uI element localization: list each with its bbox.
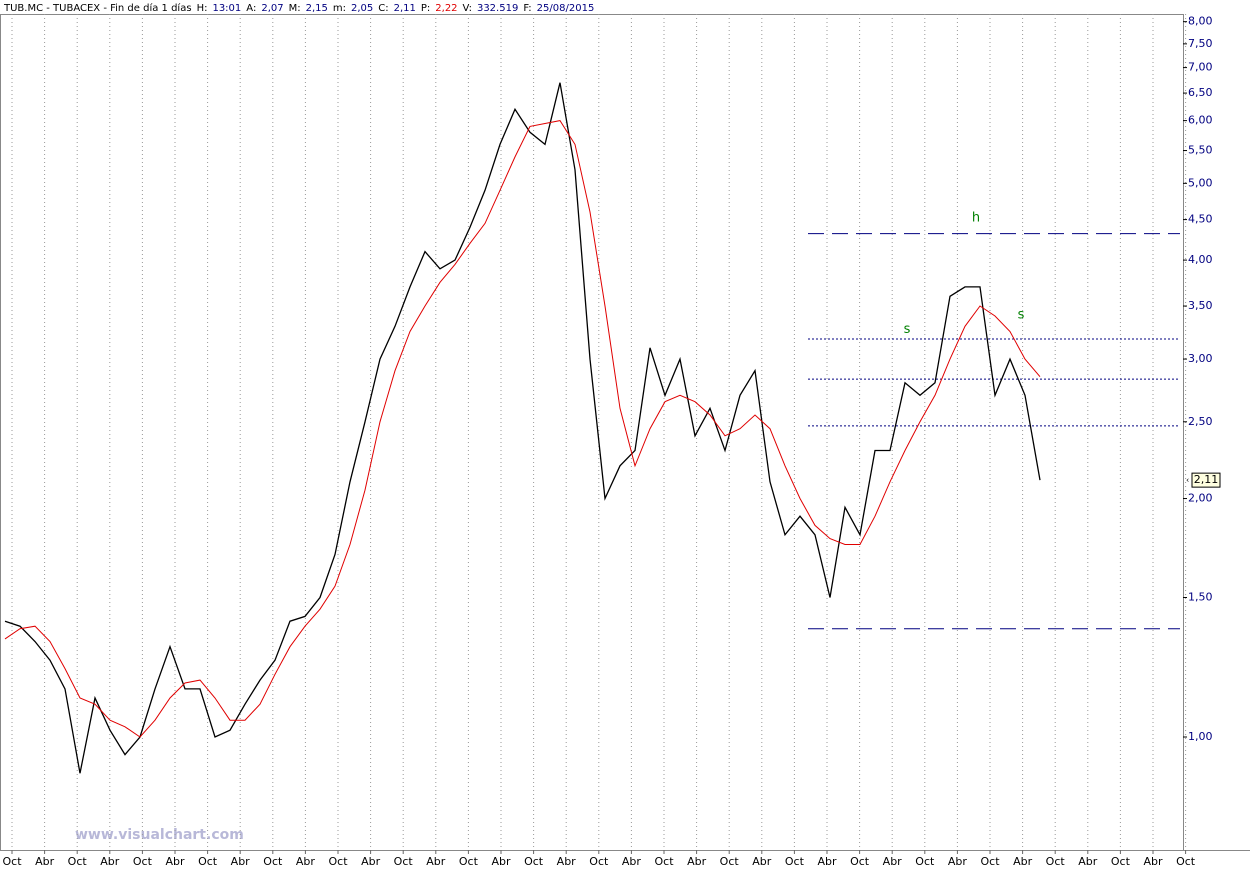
x-tick-label: Abr <box>557 855 577 868</box>
x-tick-label: Abr <box>35 855 55 868</box>
header-text: m: <box>333 3 346 14</box>
x-tick-label: Abr <box>296 855 316 868</box>
header-text: 13:01 <box>212 3 241 14</box>
x-tick-label: Oct <box>133 855 153 868</box>
price-arrow: ‹ <box>1186 476 1189 485</box>
x-tick-label: Abr <box>687 855 707 868</box>
x-tick-label: Abr <box>817 855 837 868</box>
x-tick-label: Oct <box>263 855 283 868</box>
header-text: 2,11 <box>394 3 416 14</box>
y-tick-label: 3,50 <box>1188 299 1213 312</box>
header-text: 2,07 <box>261 3 283 14</box>
header-text: 2,15 <box>306 3 328 14</box>
x-tick-label: Oct <box>589 855 609 868</box>
annotation: h <box>972 211 980 226</box>
header-text: C: <box>378 3 388 14</box>
header-text: M: <box>289 3 301 14</box>
header-text: TUB.MC - TUBACEX - Fin de día 1 días <box>3 2 192 14</box>
x-tick-label: Oct <box>328 855 348 868</box>
y-tick-label: 1,50 <box>1188 591 1213 604</box>
x-tick-label: Oct <box>68 855 88 868</box>
y-tick-label: 4,50 <box>1188 213 1213 226</box>
x-tick-label: Oct <box>915 855 935 868</box>
y-tick-label: 7,50 <box>1188 37 1213 50</box>
x-tick-label: Abr <box>948 855 968 868</box>
x-tick-label: Abr <box>231 855 251 868</box>
x-tick-label: Oct <box>524 855 544 868</box>
x-tick-label: Abr <box>491 855 511 868</box>
header-text: 25/08/2015 <box>537 3 595 14</box>
x-tick-label: Oct <box>785 855 805 868</box>
x-tick-label: Oct <box>980 855 1000 868</box>
header-text: 332.519 <box>477 3 518 14</box>
y-tick-label: 8,00 <box>1188 15 1213 28</box>
y-tick-label: 2,00 <box>1188 492 1213 505</box>
y-tick-label: 7,00 <box>1188 61 1213 74</box>
price-line <box>4 82 1041 774</box>
header-text: H: <box>197 3 208 14</box>
y-tick-label: 2,50 <box>1188 415 1213 428</box>
y-tick-label: 6,00 <box>1188 114 1213 127</box>
price-label-box <box>1191 472 1221 488</box>
x-tick-label: Oct <box>654 855 674 868</box>
watermark: www.visualchart.com <box>75 827 244 843</box>
annotation: s <box>1018 307 1025 322</box>
x-tick-label: Abr <box>165 855 185 868</box>
x-tick-label: Abr <box>426 855 446 868</box>
header-text: 2,22 <box>435 3 457 14</box>
header-text: A: <box>246 3 256 14</box>
y-tick-label: 6,50 <box>1188 86 1213 99</box>
x-tick-label: Abr <box>1143 855 1163 868</box>
header-text: 2,05 <box>351 3 373 14</box>
x-tick-label: Abr <box>1078 855 1098 868</box>
header-text: F: <box>523 3 531 14</box>
x-tick-label: Abr <box>883 855 903 868</box>
y-tick-label: 5,50 <box>1188 144 1213 157</box>
x-tick-label: Abr <box>100 855 120 868</box>
x-tick-label: Oct <box>720 855 740 868</box>
price-label: 2,11 <box>1194 473 1219 486</box>
x-tick-label: Oct <box>1046 855 1066 868</box>
x-tick-label: Abr <box>752 855 772 868</box>
annotation: s <box>904 322 911 337</box>
y-tick-label: 4,00 <box>1188 253 1213 266</box>
x-tick-label: Oct <box>459 855 479 868</box>
x-tick-label: Oct <box>394 855 414 868</box>
y-tick-label: 1,00 <box>1188 730 1213 743</box>
x-tick-label: Abr <box>622 855 642 868</box>
y-tick-label: 3,00 <box>1188 352 1213 365</box>
header-text: P: <box>421 3 430 14</box>
header-text: V: <box>463 3 472 14</box>
x-tick-label: Abr <box>1013 855 1033 868</box>
moving-average <box>4 120 1041 738</box>
x-tick-label: Oct <box>1111 855 1131 868</box>
header: TUB.MC - TUBACEX - Fin de día 1 días H: 13… <box>3 2 594 14</box>
y-tick-label: 5,00 <box>1188 176 1213 189</box>
x-tick-label: Oct <box>1176 855 1196 868</box>
x-tick-label: Abr <box>361 855 381 868</box>
x-tick-label: Oct <box>2 855 22 868</box>
x-tick-label: Oct <box>850 855 870 868</box>
x-tick-label: Oct <box>198 855 218 868</box>
